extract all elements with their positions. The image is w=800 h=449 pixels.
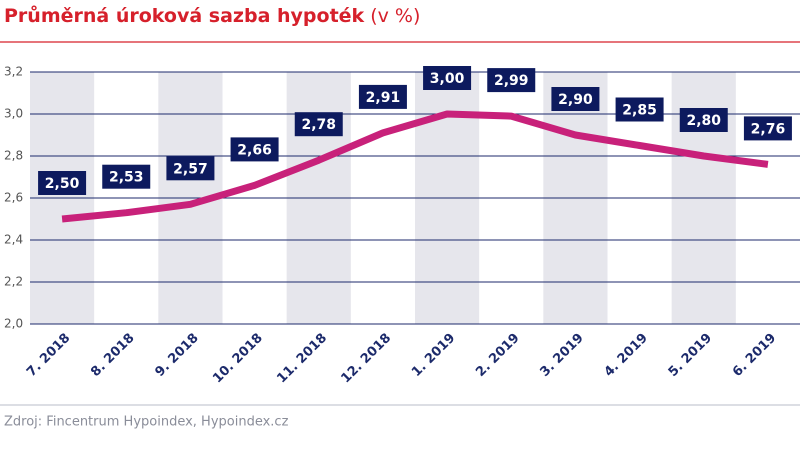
value-label-text: 2,57 [173,161,208,177]
subtitle: (v %) [370,5,420,27]
label-box [102,164,151,189]
value-label: 2,53 [102,164,151,189]
x-tick-label: 8. 2018 [88,331,137,380]
value-label-text: 2,66 [237,142,272,158]
value-label-text: 2,80 [686,113,721,129]
value-label: 2,66 [230,137,279,162]
x-tick-label: 3. 2019 [537,331,586,380]
value-label: 2,78 [294,112,343,137]
label-box [166,156,215,181]
value-label-text: 2,78 [301,117,336,133]
label-box [615,97,664,122]
x-tick-label: 4. 2019 [602,331,651,380]
value-label: 2,50 [38,171,87,195]
y-tick-label: 2,0 [4,317,23,331]
y-tick-label: 3,2 [4,65,23,79]
y-tick-label: 2,6 [4,191,23,205]
chart-title: Průměrná úroková sazba hypoték (v %) [4,4,420,27]
label-box [487,68,536,93]
label-box [743,116,792,141]
x-tick-label: 1. 2019 [409,331,458,380]
value-label: 2,57 [166,156,215,181]
label-box [358,84,407,109]
x-tick-label: 10. 2018 [210,331,266,387]
label-box [294,112,343,137]
x-tick-label: 7. 2018 [24,331,73,380]
value-label-text: 2,50 [45,176,80,192]
label-box [423,66,472,90]
label-box [551,87,600,111]
value-label: 2,76 [743,116,792,141]
value-label-text: 2,99 [494,73,529,89]
x-tick-label: 12. 2018 [339,331,395,387]
value-label-text: 2,53 [109,170,144,186]
value-label: 3,00 [423,66,472,90]
value-label: 2,80 [679,108,728,132]
label-box [38,171,87,195]
value-label-text: 2,76 [751,121,786,137]
x-tick-label: 6. 2019 [730,331,779,380]
y-tick-label: 2,2 [4,275,23,289]
value-label-text: 3,00 [430,71,465,87]
x-tick-label: 9. 2018 [152,331,201,380]
label-box [679,108,728,132]
title: Průměrná úroková sazba hypoték [4,4,365,27]
line [61,110,769,223]
value-label-text: 2,90 [558,92,593,108]
value-label-text: 2,85 [622,103,657,119]
y-tick-label: 2,8 [4,149,23,163]
x-tick-label: 2. 2019 [473,331,522,380]
source: Zdroj: Fincentrum Hypoindex, Hypoindex.c… [4,415,289,430]
y-tick-label: 3,0 [4,107,23,121]
value-label: 2,85 [615,97,664,122]
value-label-text: 2,91 [366,90,401,106]
x-tick-label: 5. 2019 [666,331,715,380]
value-label: 2,99 [487,68,536,93]
y-tick-label: 2,4 [4,233,23,247]
value-label: 2,91 [358,84,407,109]
label-box [230,137,279,162]
value-label: 2,90 [551,87,600,111]
x-tick-label: 11. 2018 [274,331,330,387]
